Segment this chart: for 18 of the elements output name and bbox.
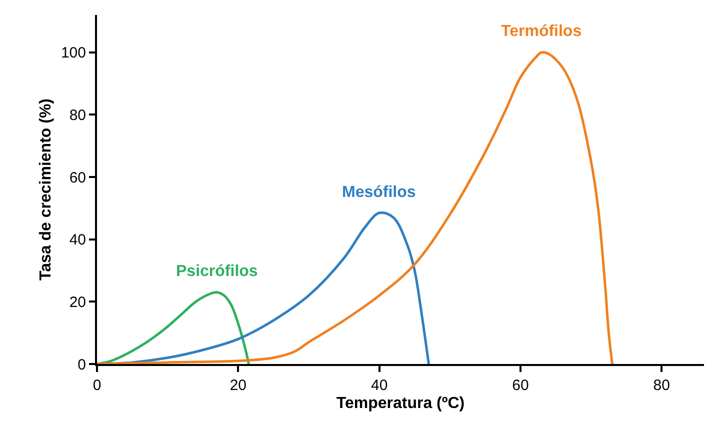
y-axis-title: Tasa de crecimiento (%): [37, 98, 54, 280]
x-tick-label: 20: [230, 377, 247, 394]
x-axis-title: Temperatura (ºC): [336, 395, 465, 412]
y-tick-label: 80: [69, 106, 86, 124]
series-label: Mesófilos: [342, 184, 416, 201]
y-tick-label: 40: [69, 232, 86, 249]
series-label: Termófilos: [501, 23, 582, 40]
y-tick-label: 0: [78, 356, 86, 374]
y-tick-label: 20: [69, 294, 86, 311]
line-series: [97, 291, 250, 364]
x-tick-label: 0: [92, 377, 102, 394]
x-tick-label: 80: [653, 377, 670, 394]
y-tick-label: 60: [69, 169, 86, 186]
series-label: Psicrófilos: [176, 263, 258, 280]
x-tick-label: 60: [512, 377, 529, 394]
y-tick-label: 100: [60, 44, 86, 62]
x-tick-label: 40: [370, 377, 388, 394]
line-series: [97, 51, 614, 364]
